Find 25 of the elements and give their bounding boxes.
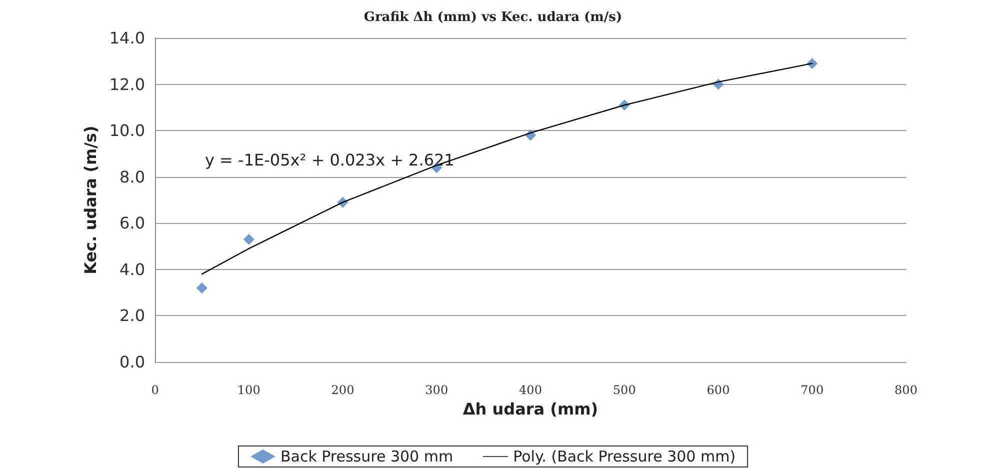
x-axis-title: Δh udara (mm) bbox=[462, 399, 598, 418]
y-tick-label: 8.0 bbox=[120, 167, 145, 186]
x-tick-label: 200 bbox=[331, 383, 354, 397]
x-tick-label: 100 bbox=[237, 383, 260, 397]
legend-label: Poly. (Back Pressure 300 mm) bbox=[513, 448, 736, 466]
y-tick-label: 0.0 bbox=[120, 352, 145, 372]
x-tick-label: 800 bbox=[894, 383, 918, 397]
y-tick-label: 12.0 bbox=[109, 74, 145, 94]
y-tick-label: 2.0 bbox=[120, 306, 145, 326]
legend-label: Back Pressure 300 mm bbox=[280, 448, 454, 466]
y-axis-title: Kec. udara (m/s) bbox=[80, 126, 100, 274]
annotation: y = -1E-05x² + 0.023x + 2.621 bbox=[205, 150, 454, 170]
x-tick-label: 300 bbox=[425, 383, 448, 397]
point bbox=[196, 282, 208, 294]
x-tick-label: 600 bbox=[706, 383, 730, 397]
y-tick-label: 4.0 bbox=[120, 260, 145, 279]
point bbox=[243, 234, 254, 245]
y-tick-label: 10.0 bbox=[109, 121, 145, 140]
y-tick-label: 6.0 bbox=[120, 214, 145, 233]
x-tick-label: 500 bbox=[612, 383, 636, 397]
chart-title: Grafik Δh (mm) vs Kec. udara (m/s) bbox=[364, 10, 622, 25]
x-tick-label: 700 bbox=[800, 383, 824, 397]
x-tick-label: 400 bbox=[519, 383, 542, 397]
y-tick-label: 14.0 bbox=[109, 28, 145, 48]
x-tick-label: 0 bbox=[151, 383, 159, 397]
